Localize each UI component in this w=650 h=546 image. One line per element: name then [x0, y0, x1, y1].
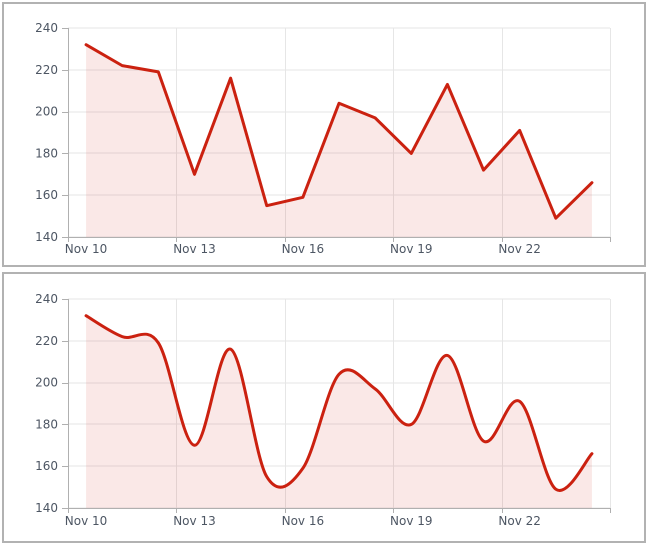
y-axis-label: 140 — [35, 230, 58, 244]
x-axis-label: Nov 22 — [498, 514, 541, 528]
y-axis-label: 160 — [35, 188, 58, 202]
x-axis-label: Nov 13 — [173, 514, 216, 528]
x-axis-label: Nov 16 — [282, 242, 325, 256]
series-area — [86, 315, 592, 508]
y-axis-label: 220 — [35, 334, 58, 348]
y-axis-label: 200 — [35, 376, 58, 390]
y-axis-label: 160 — [35, 459, 58, 473]
chart-panel-top: 140 160 180 200 220 240 Nov 10 Nov 13 Nov 16 Nov … — [2, 2, 646, 267]
y-axis-label: 200 — [35, 105, 58, 119]
chart-panel-bottom: 140 160 180 200 220 240 Nov 10 Nov 13 Nov 16 Nov … — [2, 272, 646, 543]
y-axis-label: 220 — [35, 63, 58, 77]
x-axis-label: Nov 10 — [65, 242, 108, 256]
y-axis-label: 140 — [35, 501, 58, 515]
series-line — [84, 314, 594, 492]
y-axis-label: 240 — [35, 292, 58, 306]
x-axis-label: Nov 10 — [65, 514, 108, 528]
y-axis-label: 180 — [35, 146, 58, 160]
series-area — [86, 44, 592, 237]
x-axis-label: Nov 19 — [390, 242, 433, 256]
x-axis-label: Nov 16 — [282, 514, 325, 528]
x-axis-label: Nov 19 — [390, 514, 433, 528]
y-axis-label: 240 — [35, 21, 58, 35]
x-axis-label: Nov 22 — [498, 242, 541, 256]
line-chart-smooth: 140 160 180 200 220 240 Nov 10 Nov 13 Nov 16 Nov … — [35, 292, 611, 528]
series-line — [84, 43, 594, 220]
line-chart-straight: 140 160 180 200 220 240 Nov 10 Nov 13 Nov 16 Nov … — [35, 21, 611, 256]
x-axis-label: Nov 13 — [173, 242, 216, 256]
y-axis-label: 180 — [35, 417, 58, 431]
